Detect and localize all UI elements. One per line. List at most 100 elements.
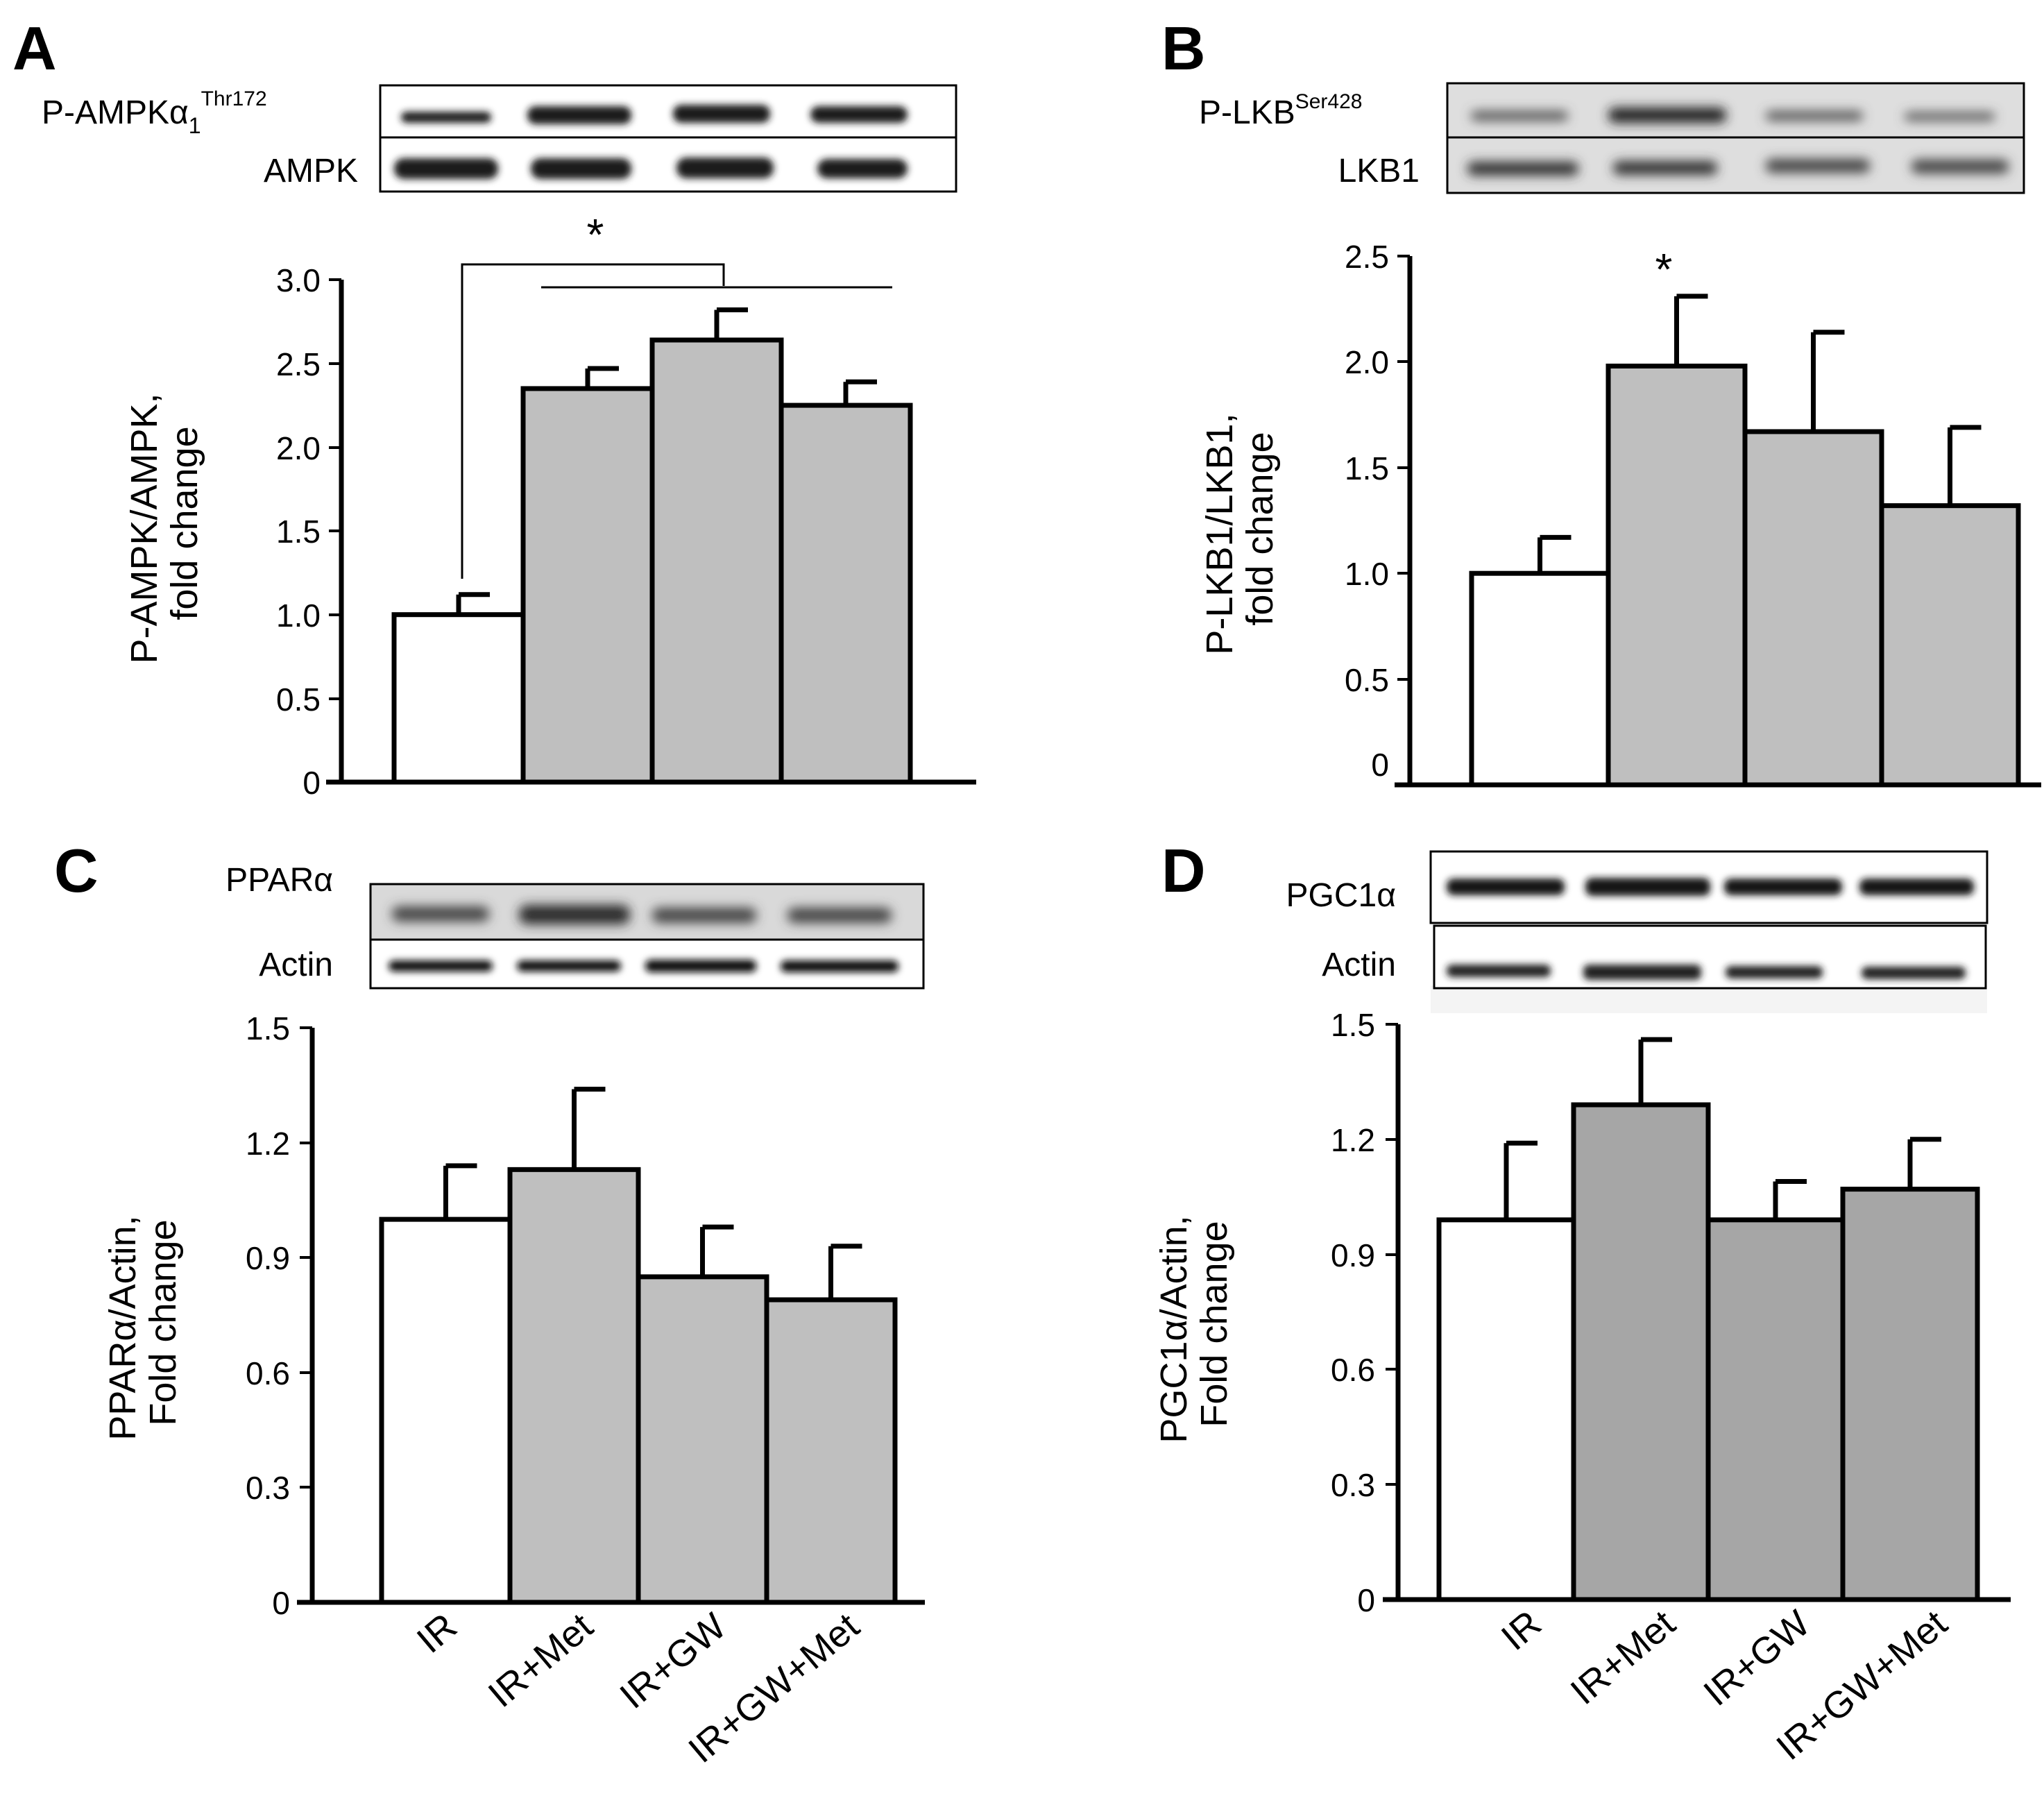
band <box>676 158 774 178</box>
panel-b-significance-star: * <box>1655 244 1673 294</box>
y-tick-label: 0 <box>303 765 321 801</box>
band <box>401 112 491 123</box>
panel-c-blot: PPARα Actin <box>225 862 925 990</box>
y-tick-label: 0.6 <box>1331 1352 1375 1388</box>
y-tick-label: 0 <box>1371 747 1389 783</box>
panel-c-ylabel: PPARα/Actin, Fold change <box>102 1205 184 1440</box>
band <box>1471 111 1568 121</box>
band <box>673 105 770 123</box>
y-tick-label: 0.9 <box>1331 1237 1375 1273</box>
y-tick-label: 0.6 <box>246 1355 290 1391</box>
band <box>810 106 908 123</box>
blot-label-ampk: AMPK <box>264 153 358 189</box>
bar-ir-gw-met <box>764 1297 898 1605</box>
bar-ir-gw <box>1705 1217 1846 1602</box>
panel-b-letter: B <box>1161 14 1206 83</box>
x-label: IR+GW <box>612 1605 733 1717</box>
blot-label-p-ampk: P-AMPKα1Thr172 <box>42 87 267 138</box>
band <box>392 906 489 922</box>
panel-d-ylabel: PGC1α/Actin, Fold change <box>1153 1205 1235 1443</box>
bar-ir <box>1469 570 1611 788</box>
band <box>1911 160 2009 173</box>
y-tick-label: 1.5 <box>246 1010 290 1046</box>
band <box>1724 879 1842 895</box>
y-tick-label: 0.5 <box>276 681 321 718</box>
panel-a-letter: A <box>12 14 57 83</box>
band <box>1613 161 1717 175</box>
bar-ir-met <box>520 386 655 785</box>
band <box>1905 112 1995 121</box>
y-tick-label: 0 <box>1357 1582 1375 1618</box>
panel-a-ylabel: P-AMPK/AMPK, fold change <box>124 382 205 663</box>
bracket-line <box>461 263 725 579</box>
panel-c-x-labels: IR IR+Met IR+GW IR+GW+Met <box>409 1605 867 1771</box>
blot-label-pgc1a: PGC1α <box>1286 877 1396 914</box>
bar-ir-met <box>1571 1102 1711 1602</box>
band <box>1447 965 1551 977</box>
panel-a: A P-AMPKα1Thr172 AMPK P-AMPK/AMPK, fold … <box>12 14 976 801</box>
y-tick-label: 0.3 <box>246 1470 290 1506</box>
panel-a-bars <box>391 307 913 785</box>
blot-label-lkb1: LKB1 <box>1338 153 1420 189</box>
panel-b-y-ticks: 0 0.5 1.0 1.5 2.0 2.5 <box>1345 239 1410 786</box>
y-tick-label: 0.9 <box>246 1240 290 1276</box>
band <box>1726 966 1823 978</box>
band <box>1766 111 1863 121</box>
bar-ir-gw <box>636 1274 769 1605</box>
bar-ir-gw <box>1742 429 1884 788</box>
y-tick-label: 1.2 <box>246 1126 290 1162</box>
panel-d-y-ticks: 0 0.3 0.6 0.9 1.2 1.5 <box>1331 1007 1398 1618</box>
blot-label-ppara: PPARα <box>225 862 333 899</box>
band <box>394 158 498 179</box>
panel-b-bars <box>1469 294 2021 788</box>
panel-d-letter: D <box>1161 836 1206 905</box>
band <box>1862 967 1966 979</box>
y-tick-label: 1.0 <box>276 597 321 634</box>
bar-ir-gw <box>649 337 784 785</box>
y-tick-label: 3.0 <box>276 262 321 298</box>
y-tick-label: 0.5 <box>1345 662 1389 698</box>
x-label: IR+Met <box>481 1605 601 1715</box>
panel-a-significance-bracket <box>461 263 892 579</box>
bar-ir-gw-met <box>1840 1187 1980 1602</box>
y-tick-label: 2.5 <box>1345 239 1389 275</box>
bar-ir-met <box>1606 363 1748 788</box>
x-label: IR <box>409 1605 465 1661</box>
panel-d-blot: PGC1α Actin <box>1286 850 1988 1013</box>
band <box>652 908 756 923</box>
y-tick-label: 1.5 <box>276 514 321 550</box>
panel-d-bars <box>1436 1037 1980 1602</box>
bar-ir-gw-met <box>1879 503 2021 788</box>
panel-d-x-labels: IR IR+Met IR+GW IR+GW+Met <box>1494 1602 1955 1768</box>
bar-ir-gw-met <box>778 402 913 785</box>
y-tick-label: 2.0 <box>276 430 321 466</box>
blot-strip-p-lkb <box>1446 82 2025 139</box>
y-tick-label: 2.0 <box>1345 344 1389 380</box>
panel-c-y-ticks: 0 0.3 0.6 0.9 1.2 1.5 <box>246 1010 312 1621</box>
y-tick-label: 1.5 <box>1345 450 1389 486</box>
y-tick-label: 2.5 <box>276 346 321 382</box>
band <box>531 158 631 179</box>
y-tick-label: 0.3 <box>1331 1467 1375 1503</box>
panel-a-y-ticks: 0 0.5 1.0 1.5 2.0 2.5 3.0 <box>276 262 341 801</box>
y-tick-label: 1.0 <box>1345 556 1389 592</box>
band <box>1608 108 1726 123</box>
panel-a-significance-star: * <box>587 210 604 260</box>
band <box>1859 879 1974 895</box>
panel-b: B P-LKBSer428 LKB1 P-LKB1/LKB1, fold cha… <box>1161 14 2041 788</box>
bar-ir <box>379 1217 513 1605</box>
blot-shadow <box>1431 985 1987 1013</box>
band <box>781 960 898 972</box>
panel-c: C PPARα Actin PPARα/Actin, Fold change <box>54 836 925 1771</box>
band <box>389 960 493 972</box>
band <box>1585 878 1710 896</box>
x-label: IR+GW <box>1696 1602 1817 1714</box>
y-tick-label: 1.2 <box>1331 1122 1375 1158</box>
band <box>527 106 631 124</box>
bar-ir <box>391 612 526 785</box>
panel-c-bars <box>379 1086 898 1605</box>
bar-ir <box>1436 1217 1576 1602</box>
band <box>1766 159 1870 173</box>
panel-c-letter: C <box>54 836 99 905</box>
